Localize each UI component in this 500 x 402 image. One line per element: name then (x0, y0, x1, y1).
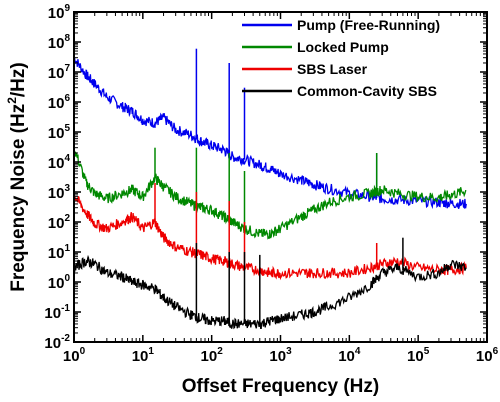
tick-base: 10 (48, 5, 65, 22)
tick-base: 10 (48, 215, 65, 232)
tick-base: 10 (48, 125, 65, 142)
series-4 (73, 237, 467, 330)
tick-base: 10 (48, 275, 65, 292)
y-axis-title-main: Frequency Noise (Hz (8, 104, 29, 292)
x-tick-label: 101 (132, 346, 155, 365)
legend-label: Pump (Free-Running) (297, 17, 440, 33)
tick-base: 10 (44, 305, 61, 322)
legend: Pump (Free-Running) Locked Pump SBS Laser C… (242, 17, 440, 99)
tick-base: 10 (476, 348, 493, 365)
legend-label: Common-Cavity SBS (297, 83, 437, 99)
x-tick-label: 105 (407, 346, 430, 365)
y-tick-label: 10-1 (44, 303, 70, 322)
tick-base: 10 (338, 348, 355, 365)
tick-base: 10 (269, 348, 286, 365)
legend-label: Locked Pump (297, 39, 389, 55)
series-layer (73, 48, 467, 330)
tick-exponent: 1 (64, 243, 70, 254)
tick-base: 10 (48, 245, 65, 262)
plot-frame (73, 11, 488, 343)
y-tick-label: 108 (48, 33, 71, 52)
tick-base: 10 (63, 348, 80, 365)
tick-exponent: 2 (64, 213, 70, 224)
y-tick-label: 105 (48, 123, 71, 142)
tick-exponent: 6 (493, 346, 499, 357)
series-2 (73, 144, 467, 240)
tick-exponent: 3 (64, 183, 70, 194)
tick-base: 10 (132, 348, 149, 365)
tick-exponent: 7 (64, 63, 70, 74)
tick-exponent: 5 (424, 346, 430, 357)
y-tick-label: 106 (48, 93, 71, 112)
tick-base: 10 (407, 348, 424, 365)
y-tick-label: 101 (48, 243, 71, 262)
tick-base: 10 (48, 155, 65, 172)
tick-exponent: 0 (80, 346, 86, 357)
x-tick-label: 100 (63, 346, 86, 365)
y-tick-label: 109 (48, 3, 71, 22)
y-tick-label: 104 (48, 153, 71, 172)
x-tick-label: 103 (269, 346, 292, 365)
y-axis-title-tail: /Hz) (8, 62, 29, 97)
tick-base: 10 (48, 95, 65, 112)
tick-exponent: 6 (64, 93, 70, 104)
tick-exponent: 1 (148, 346, 154, 357)
tick-exponent: 2 (217, 346, 223, 357)
x-axis-title: Offset Frequency (Hz) (182, 376, 379, 397)
series-line (73, 194, 467, 281)
y-axis-title-sup: 2 (5, 97, 19, 104)
ticks-layer: 100 101 102 103 104 105 10610-210-110010110210… (44, 3, 498, 365)
series-line (73, 254, 467, 330)
legend-label: SBS Laser (297, 61, 368, 77)
y-tick-label: 103 (48, 183, 71, 202)
tick-base: 10 (201, 348, 218, 365)
tick-base: 10 (48, 35, 65, 52)
tick-exponent: -2 (61, 333, 70, 344)
tick-exponent: 4 (64, 153, 70, 164)
x-tick-label: 104 (338, 346, 361, 365)
tick-base: 10 (44, 335, 61, 352)
series-line (73, 144, 467, 240)
tick-exponent: 4 (355, 346, 361, 357)
tick-exponent: 9 (64, 3, 70, 14)
y-tick-label: 107 (48, 63, 71, 82)
tick-base: 10 (48, 185, 65, 202)
tick-exponent: 5 (64, 123, 70, 134)
tick-exponent: 3 (286, 346, 292, 357)
y-tick-label: 102 (48, 213, 71, 232)
tick-exponent: -1 (61, 303, 70, 314)
y-axis-title: Frequency Noise (Hz2/Hz) (5, 62, 29, 291)
y-tick-label: 10-2 (44, 333, 70, 352)
y-tick-label: 100 (48, 273, 71, 292)
x-tick-label: 106 (476, 346, 499, 365)
series-line (73, 57, 467, 210)
x-tick-label: 102 (201, 346, 224, 365)
tick-exponent: 0 (64, 273, 70, 284)
tick-base: 10 (48, 65, 65, 82)
tick-exponent: 8 (64, 33, 70, 44)
